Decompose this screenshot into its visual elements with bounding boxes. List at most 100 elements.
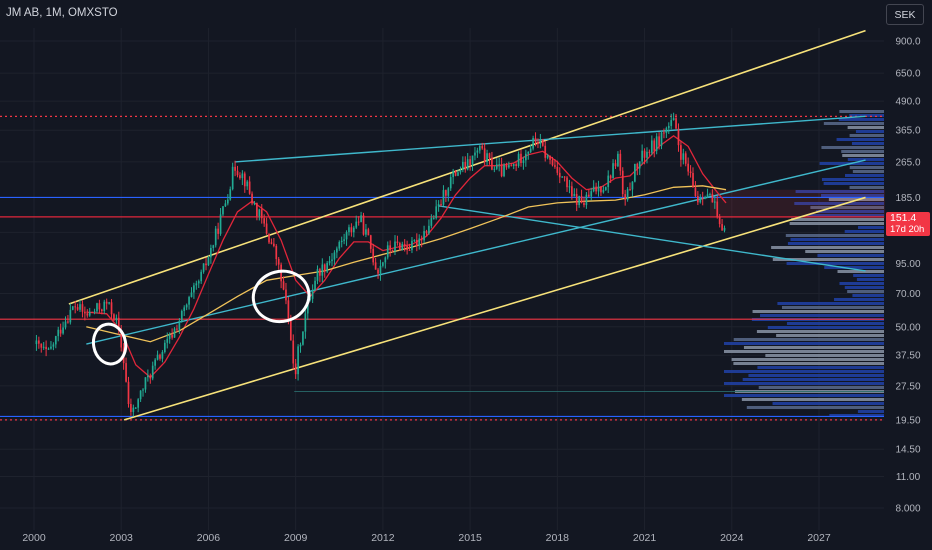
candle-body[interactable] — [520, 153, 522, 164]
candle-body[interactable] — [323, 264, 326, 272]
candle-body[interactable] — [285, 289, 287, 301]
candle-body[interactable] — [197, 281, 200, 284]
candle-body[interactable] — [144, 377, 147, 390]
candle-body[interactable] — [287, 300, 290, 320]
candle-body[interactable] — [621, 170, 624, 195]
candle-body[interactable] — [396, 241, 399, 244]
candle-body[interactable] — [113, 314, 115, 321]
candle-body[interactable] — [612, 163, 614, 179]
candle-body[interactable] — [302, 331, 304, 345]
candle-body[interactable] — [500, 164, 503, 177]
candle-body[interactable] — [159, 354, 161, 359]
candle-body[interactable] — [343, 239, 345, 241]
candle-body[interactable] — [452, 170, 454, 178]
candle-body[interactable] — [42, 346, 45, 348]
candle-body[interactable] — [650, 140, 653, 153]
candle-body[interactable] — [556, 166, 559, 173]
candle-body[interactable] — [704, 197, 706, 199]
candle-body[interactable] — [522, 160, 525, 164]
candle-body[interactable] — [268, 233, 270, 243]
candle-body[interactable] — [59, 329, 62, 334]
candle-body[interactable] — [658, 136, 660, 146]
candle-body[interactable] — [149, 375, 152, 379]
candle-body[interactable] — [449, 177, 452, 189]
candle-body[interactable] — [384, 257, 387, 263]
candle-body[interactable] — [503, 164, 505, 177]
candle-body[interactable] — [464, 161, 467, 170]
candle-body[interactable] — [713, 201, 716, 203]
candle-body[interactable] — [292, 340, 295, 364]
candle-body[interactable] — [37, 340, 40, 344]
candle-body[interactable] — [253, 202, 256, 204]
candle-body[interactable] — [217, 228, 219, 234]
candle-body[interactable] — [721, 224, 723, 231]
candle-body[interactable] — [57, 329, 60, 337]
candle-body[interactable] — [399, 243, 401, 251]
candle-body[interactable] — [563, 176, 566, 178]
candle-body[interactable] — [79, 304, 81, 310]
candle-body[interactable] — [571, 186, 573, 197]
candle-body[interactable] — [466, 159, 469, 170]
candle-body[interactable] — [498, 164, 501, 166]
candle-body[interactable] — [340, 240, 343, 243]
candle-body[interactable] — [88, 311, 91, 316]
channel-line[interactable] — [123, 196, 866, 421]
candle-body[interactable] — [309, 298, 312, 300]
candle-body[interactable] — [512, 164, 515, 166]
candle-body[interactable] — [510, 165, 513, 167]
candle-body[interactable] — [447, 188, 450, 196]
candle-body[interactable] — [273, 243, 275, 246]
candle-body[interactable] — [120, 330, 123, 348]
candle-body[interactable] — [163, 342, 166, 353]
candle-body[interactable] — [486, 153, 488, 162]
candle-body[interactable] — [98, 303, 101, 310]
candle-body[interactable] — [432, 218, 435, 220]
candle-body[interactable] — [697, 196, 699, 203]
candle-body[interactable] — [299, 344, 302, 347]
candle-body[interactable] — [469, 159, 471, 165]
candle-body[interactable] — [241, 173, 244, 179]
candle-body[interactable] — [573, 193, 576, 197]
candle-body[interactable] — [328, 261, 331, 263]
candle-body[interactable] — [413, 239, 416, 241]
candle-body[interactable] — [326, 262, 329, 272]
candle-body[interactable] — [214, 228, 217, 246]
candle-body[interactable] — [529, 148, 532, 152]
candle-body[interactable] — [423, 231, 425, 241]
candle-body[interactable] — [595, 186, 597, 192]
candle-body[interactable] — [425, 231, 428, 234]
candle-body[interactable] — [195, 283, 198, 286]
candle-body[interactable] — [394, 241, 396, 252]
candle-body[interactable] — [265, 223, 268, 234]
candle-body[interactable] — [200, 271, 203, 282]
candle-body[interactable] — [435, 206, 438, 219]
candle-body[interactable] — [481, 146, 484, 149]
candle-body[interactable] — [442, 190, 445, 205]
candle-body[interactable] — [667, 125, 670, 129]
candle-body[interactable] — [219, 214, 222, 234]
candle-body[interactable] — [604, 187, 607, 190]
candle-body[interactable] — [280, 264, 282, 282]
candle-body[interactable] — [180, 310, 183, 321]
candle-body[interactable] — [234, 166, 236, 171]
candle-body[interactable] — [461, 161, 464, 170]
candle-body[interactable] — [386, 245, 389, 258]
candle-body[interactable] — [81, 304, 84, 312]
candle-body[interactable] — [575, 193, 578, 206]
candle-body[interactable] — [471, 155, 474, 165]
candle-body[interactable] — [527, 151, 530, 154]
candle-body[interactable] — [134, 407, 137, 409]
candle-body[interactable] — [246, 181, 249, 187]
price-axis[interactable]: 900.0650.0490.0365.0265.0185.0130.095.00… — [895, 37, 920, 515]
candle-body[interactable] — [541, 139, 544, 146]
candle-body[interactable] — [677, 128, 680, 146]
candle-body[interactable] — [84, 311, 86, 314]
candle-body[interactable] — [379, 265, 382, 274]
candle-body[interactable] — [524, 153, 527, 161]
trendline[interactable] — [234, 115, 866, 163]
candle-body[interactable] — [680, 145, 682, 160]
candle-body[interactable] — [406, 245, 408, 250]
candle-body[interactable] — [319, 269, 321, 276]
candle-body[interactable] — [459, 169, 462, 173]
